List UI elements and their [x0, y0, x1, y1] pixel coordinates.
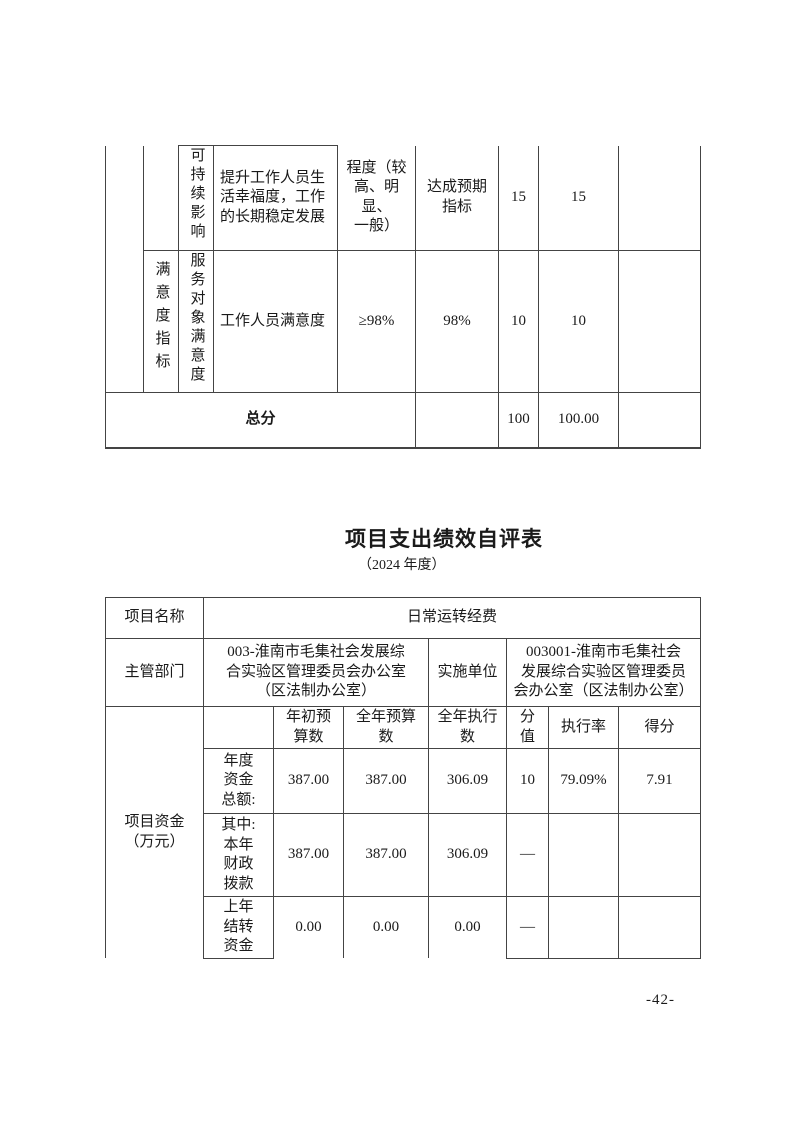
- score-satisfaction-cell: 10: [538, 249, 619, 393]
- remark-satisfaction-cell: [618, 249, 701, 393]
- funds-exec-value: 0.00: [428, 896, 507, 958]
- header-points-cell: 分 值: [506, 706, 549, 749]
- funds-budget-value: 387.00: [343, 748, 429, 814]
- self-eval-table: 项目名称 日常运转经费 主管部门 003-淮南市毛集社会发展综 合实验区管理委员…: [105, 597, 701, 959]
- total-remark-cell: [618, 392, 701, 449]
- total-actual-cell: [415, 392, 499, 449]
- unit-value-cell: 003001-淮南市毛集社会 发展综合实验区管理委员 会办公室（区法制办公室）: [506, 638, 701, 707]
- funds-points-value: 10: [506, 748, 549, 814]
- indicator-left-spacer-cell: [105, 145, 144, 393]
- dept-label-cell: 主管部门: [105, 638, 204, 707]
- group-satisfaction-cell: 满意度指标: [143, 249, 179, 393]
- total-points-cell: 100: [498, 392, 539, 449]
- project-name-label-cell: 项目名称: [105, 597, 204, 639]
- actual-value-sustain-cell: 达成预期 指标: [415, 145, 499, 251]
- project-name-value-cell: 日常运转经费: [203, 597, 701, 639]
- funds-row-label: 其中: 本年 财政 拨款: [203, 813, 274, 897]
- funds-points-value: —: [506, 813, 549, 897]
- funds-score-value: [618, 813, 701, 897]
- actual-value-satisfaction-cell: 98%: [415, 249, 499, 393]
- target-value-satisfaction-cell: ≥98%: [337, 249, 416, 393]
- points-sustain-cell: 15: [498, 145, 539, 251]
- group-satisfaction-label: 满意度指标: [153, 260, 170, 376]
- funds-row-label: 上年 结转 资金: [203, 896, 274, 959]
- header-initial-budget-cell: 年初预 算数: [273, 706, 344, 749]
- dimension-satisfaction-label: 服务对象满意度: [188, 251, 205, 385]
- points-satisfaction-cell: 10: [498, 249, 539, 393]
- funds-initial-value: 0.00: [273, 896, 344, 958]
- funds-initial-value: 387.00: [273, 748, 344, 814]
- funds-points-value: —: [506, 896, 549, 959]
- header-exec-rate-cell: 执行率: [548, 706, 619, 749]
- indicator-group-spacer-cell: [143, 145, 179, 251]
- dept-value-cell: 003-淮南市毛集社会发展综 合实验区管理委员会办公室 （区法制办公室）: [203, 638, 429, 707]
- header-score-cell: 得分: [618, 706, 701, 749]
- dimension-sustain-label: 可持续影响: [188, 147, 205, 242]
- page-number: -42-: [646, 992, 675, 1008]
- unit-label-cell: 实施单位: [428, 638, 507, 707]
- indicator-table: 可持续影响 提升工作人员生 活幸福度，工作 的长期稳定发展 程度（较 高、明显、…: [105, 145, 701, 449]
- indicator-name-sustain-cell: 提升工作人员生 活幸福度，工作 的长期稳定发展: [213, 145, 338, 251]
- score-sustain-cell: 15: [538, 145, 619, 251]
- total-score-cell: 100.00: [538, 392, 619, 449]
- header-annual-budget-cell: 全年预算 数: [343, 706, 429, 749]
- funds-rate-value: [548, 813, 619, 897]
- funds-row-label: 年度 资金 总额:: [203, 748, 274, 814]
- section-subtitle: （2024 年度）: [358, 558, 446, 573]
- funds-row-header-spacer-cell: [203, 706, 274, 749]
- dimension-sustain-cell: 可持续影响: [178, 145, 214, 251]
- funds-score-value: [618, 896, 701, 959]
- funds-rate-value: [548, 896, 619, 959]
- funds-label-cell: 项目资金 （万元）: [105, 706, 204, 958]
- funds-score-value: 7.91: [618, 748, 701, 814]
- target-value-sustain-cell: 程度（较 高、明显、 一般）: [337, 145, 416, 251]
- funds-budget-value: 0.00: [343, 896, 429, 958]
- remark-sustain-cell: [618, 145, 701, 251]
- total-label-cell: 总分: [105, 392, 416, 449]
- indicator-name-satisfaction-cell: 工作人员满意度: [213, 249, 338, 393]
- funds-rate-value: 79.09%: [548, 748, 619, 814]
- section-title: 项目支出绩效自评表: [345, 527, 543, 551]
- funds-exec-value: 306.09: [428, 748, 507, 814]
- funds-initial-value: 387.00: [273, 813, 344, 897]
- funds-budget-value: 387.00: [343, 813, 429, 897]
- funds-exec-value: 306.09: [428, 813, 507, 897]
- header-annual-exec-cell: 全年执行 数: [428, 706, 507, 749]
- dimension-satisfaction-cell: 服务对象满意度: [178, 249, 214, 393]
